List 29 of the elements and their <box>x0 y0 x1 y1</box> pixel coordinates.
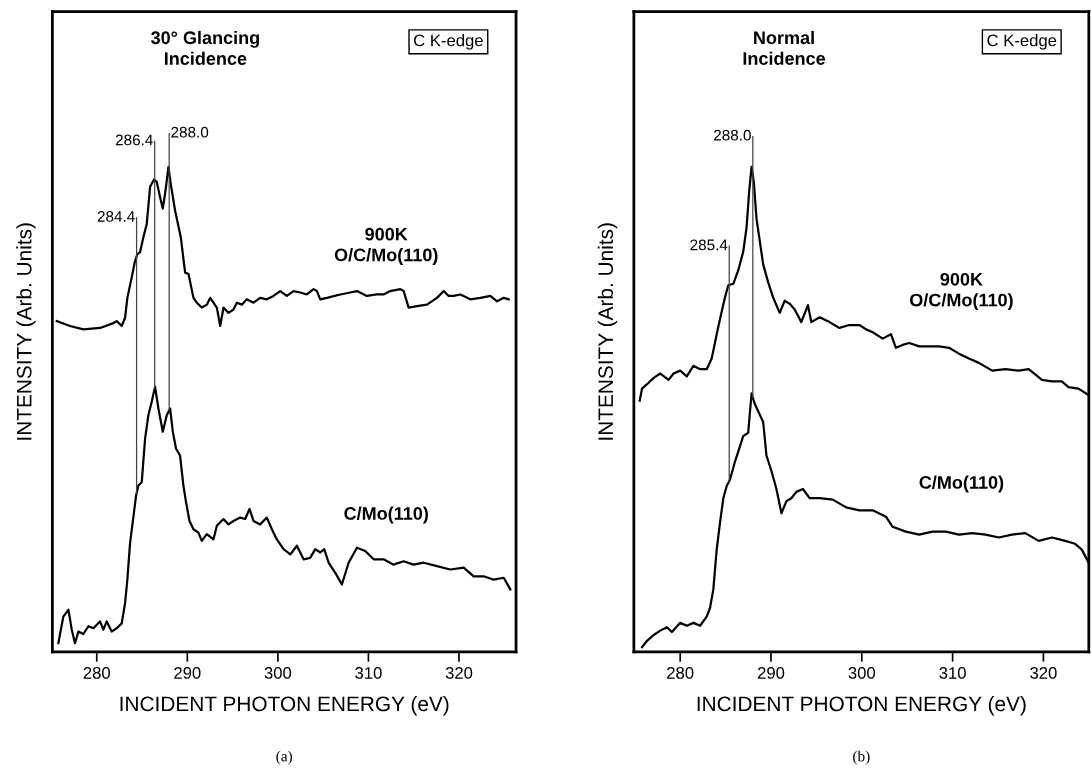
x-tick-label: 290 <box>174 666 201 679</box>
chart-title: Normal Incidence <box>743 30 826 65</box>
ref-line-label: 286.4 <box>115 134 153 146</box>
text: C K-edge <box>414 34 483 50</box>
text: C/Mo(110) <box>919 475 1004 493</box>
series-label: C/Mo(110) <box>344 506 428 524</box>
x-tick-label: 300 <box>848 666 876 679</box>
ref-line-label: 284.4 <box>97 211 135 222</box>
series-label: 900K O/C/Mo(110) <box>334 227 438 265</box>
text: C K-edge <box>987 34 1057 50</box>
x-tick-label: 320 <box>1030 666 1057 679</box>
x-tick-label: 300 <box>264 666 292 679</box>
x-tick-label: 310 <box>355 666 382 679</box>
y-axis-title: INTENSITY (Arb. Units) <box>597 223 618 440</box>
ref-line-label: 288.0 <box>714 129 751 141</box>
x-tick-label: 320 <box>445 666 473 679</box>
x-tick-label: 310 <box>939 666 966 679</box>
x-tick-label: 280 <box>83 666 110 679</box>
ref-line-label: 288.0 <box>171 126 209 138</box>
series-label: 900K O/C/Mo(110) <box>910 272 1013 310</box>
x-axis-title: INCIDENT PHOTON ENERGY (eV) <box>120 695 449 716</box>
x-tick-label: 280 <box>667 666 694 679</box>
chart-title: 30° Glancing Incidence <box>151 30 259 65</box>
text: (b) <box>853 750 870 765</box>
ref-line-label: 285.4 <box>690 239 728 251</box>
text: (a) <box>276 750 293 765</box>
x-tick-label: 290 <box>757 666 785 679</box>
y-axis-title: INTENSITY (Arb. Units) <box>16 223 36 440</box>
x-axis-title: INCIDENT PHOTON ENERGY (eV) <box>697 695 1026 716</box>
